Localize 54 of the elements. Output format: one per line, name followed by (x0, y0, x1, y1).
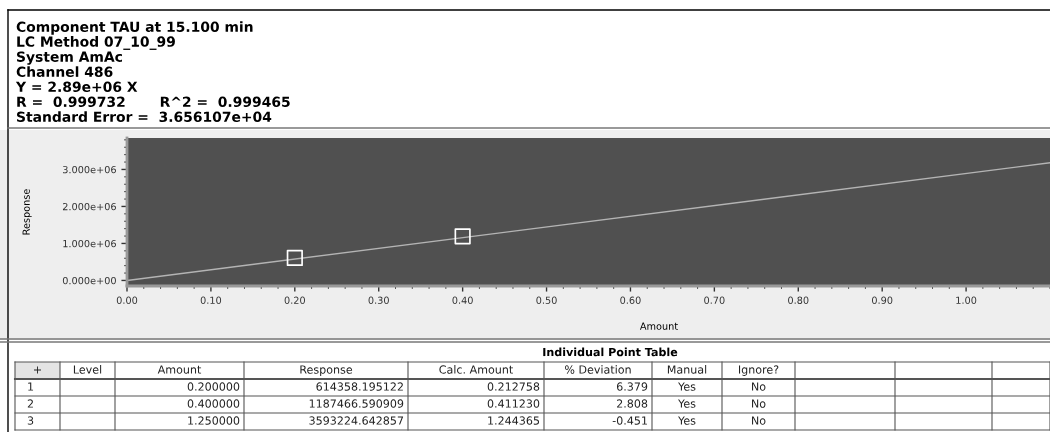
x-axis-title: Amount (639, 322, 678, 330)
text: Level (73, 365, 102, 374)
x-tick-label: 0.60 (620, 296, 641, 304)
x-tick-label: 0.70 (704, 296, 725, 304)
text: 1.250000 (188, 416, 240, 425)
text: 0.400000 (187, 399, 240, 408)
text: 614358.195122 (316, 382, 403, 391)
text: Yes (678, 399, 696, 408)
x-tick-label: 0.80 (788, 296, 809, 304)
text: Ignore? (738, 365, 779, 376)
text: 3593224.642857 (309, 416, 404, 425)
text: Channel 486 (16, 66, 113, 78)
y-axis-title: Response (22, 189, 32, 235)
text: 2.808 (617, 399, 648, 408)
text: Calc. Amount (439, 365, 513, 374)
text: 2 (27, 399, 33, 408)
text: 6.379 (616, 382, 648, 391)
text: -0.451 (612, 416, 647, 425)
x-tick-label: 0.30 (368, 296, 389, 304)
text: No (752, 399, 766, 408)
x-tick-label: 0.40 (452, 296, 473, 304)
text: 1.244365 (488, 416, 540, 425)
text: R = 0.999732 R^2 = 0.999465 (17, 96, 290, 108)
text: Response (300, 365, 353, 376)
chart-title: Component TAU at 15.100 min (16, 21, 253, 35)
x-tick-label: 0.10 (200, 296, 222, 304)
y-tick-label: 1.000e+06 (63, 239, 116, 248)
x-tick-label: 0.50 (536, 296, 557, 304)
text: Manual (667, 365, 707, 374)
x-tick-label: 0.90 (872, 296, 893, 304)
text: 0.411230 (487, 399, 540, 408)
x-tick-label: 1.00 (956, 296, 977, 304)
text: System AmAc (17, 51, 122, 65)
y-tick-label: 0.000e+00 (62, 276, 116, 285)
text: 3 (27, 416, 34, 425)
text: + (34, 366, 41, 374)
text: Standard Error = 3.656107e+04 (17, 111, 272, 123)
text: 1 (28, 382, 34, 391)
x-tick-label: 0.00 (116, 296, 138, 304)
y-tick-label: 2.000e+06 (62, 202, 116, 211)
text: Amount (157, 365, 202, 374)
text: 0.212758 (487, 382, 540, 391)
text: Y = 2.89e+06 X (15, 81, 138, 93)
y-tick-label: 3.000e+06 (62, 165, 116, 174)
x-tick-label: 0.20 (284, 296, 305, 304)
text: Individual Point Table (543, 347, 678, 357)
text: 0.200000 (187, 382, 240, 391)
text: Yes (678, 382, 696, 391)
text: % Deviation (564, 365, 631, 374)
text: No (752, 382, 766, 391)
text: Yes (678, 416, 696, 425)
text: No (752, 416, 766, 425)
text: 1187466.590909 (309, 399, 404, 408)
text: LC Method 07_10_99 (17, 36, 175, 50)
